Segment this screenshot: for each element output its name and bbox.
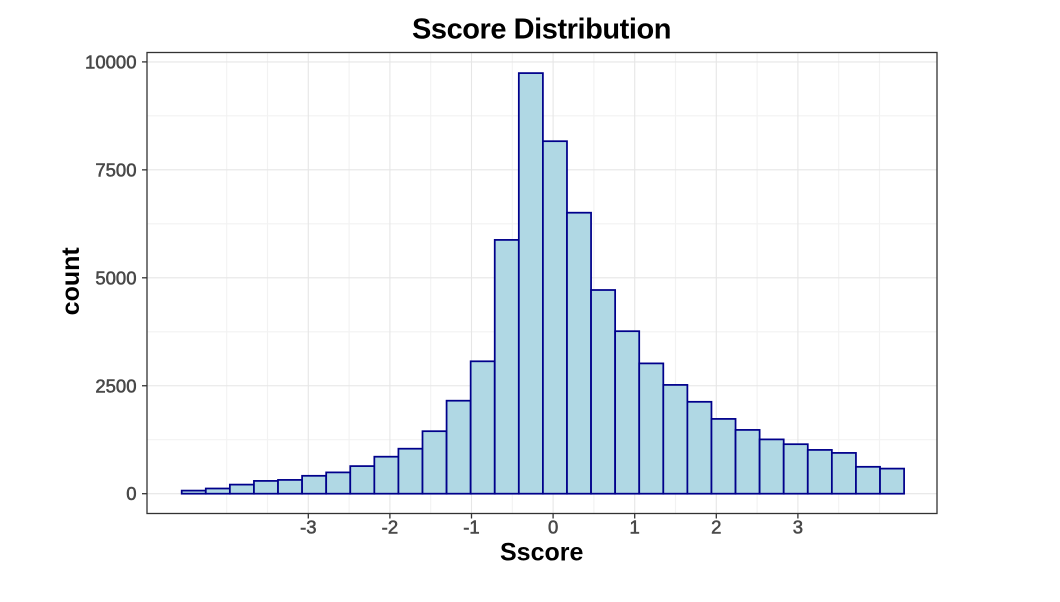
- svg-text:-1: -1: [463, 516, 479, 537]
- svg-text:Sscore: Sscore: [500, 539, 583, 567]
- svg-text:7500: 7500: [95, 159, 136, 180]
- svg-text:0: 0: [548, 516, 558, 537]
- svg-text:2: 2: [711, 516, 721, 537]
- svg-text:count: count: [57, 247, 85, 316]
- svg-text:0: 0: [126, 483, 136, 504]
- svg-text:2500: 2500: [95, 375, 136, 396]
- svg-text:3: 3: [793, 516, 803, 537]
- svg-text:-3: -3: [300, 516, 316, 537]
- svg-text:1: 1: [630, 516, 640, 537]
- svg-text:10000: 10000: [85, 51, 136, 72]
- svg-text:-2: -2: [382, 516, 398, 537]
- svg-text:5000: 5000: [95, 267, 136, 288]
- svg-text:Sscore Distribution: Sscore Distribution: [412, 14, 671, 46]
